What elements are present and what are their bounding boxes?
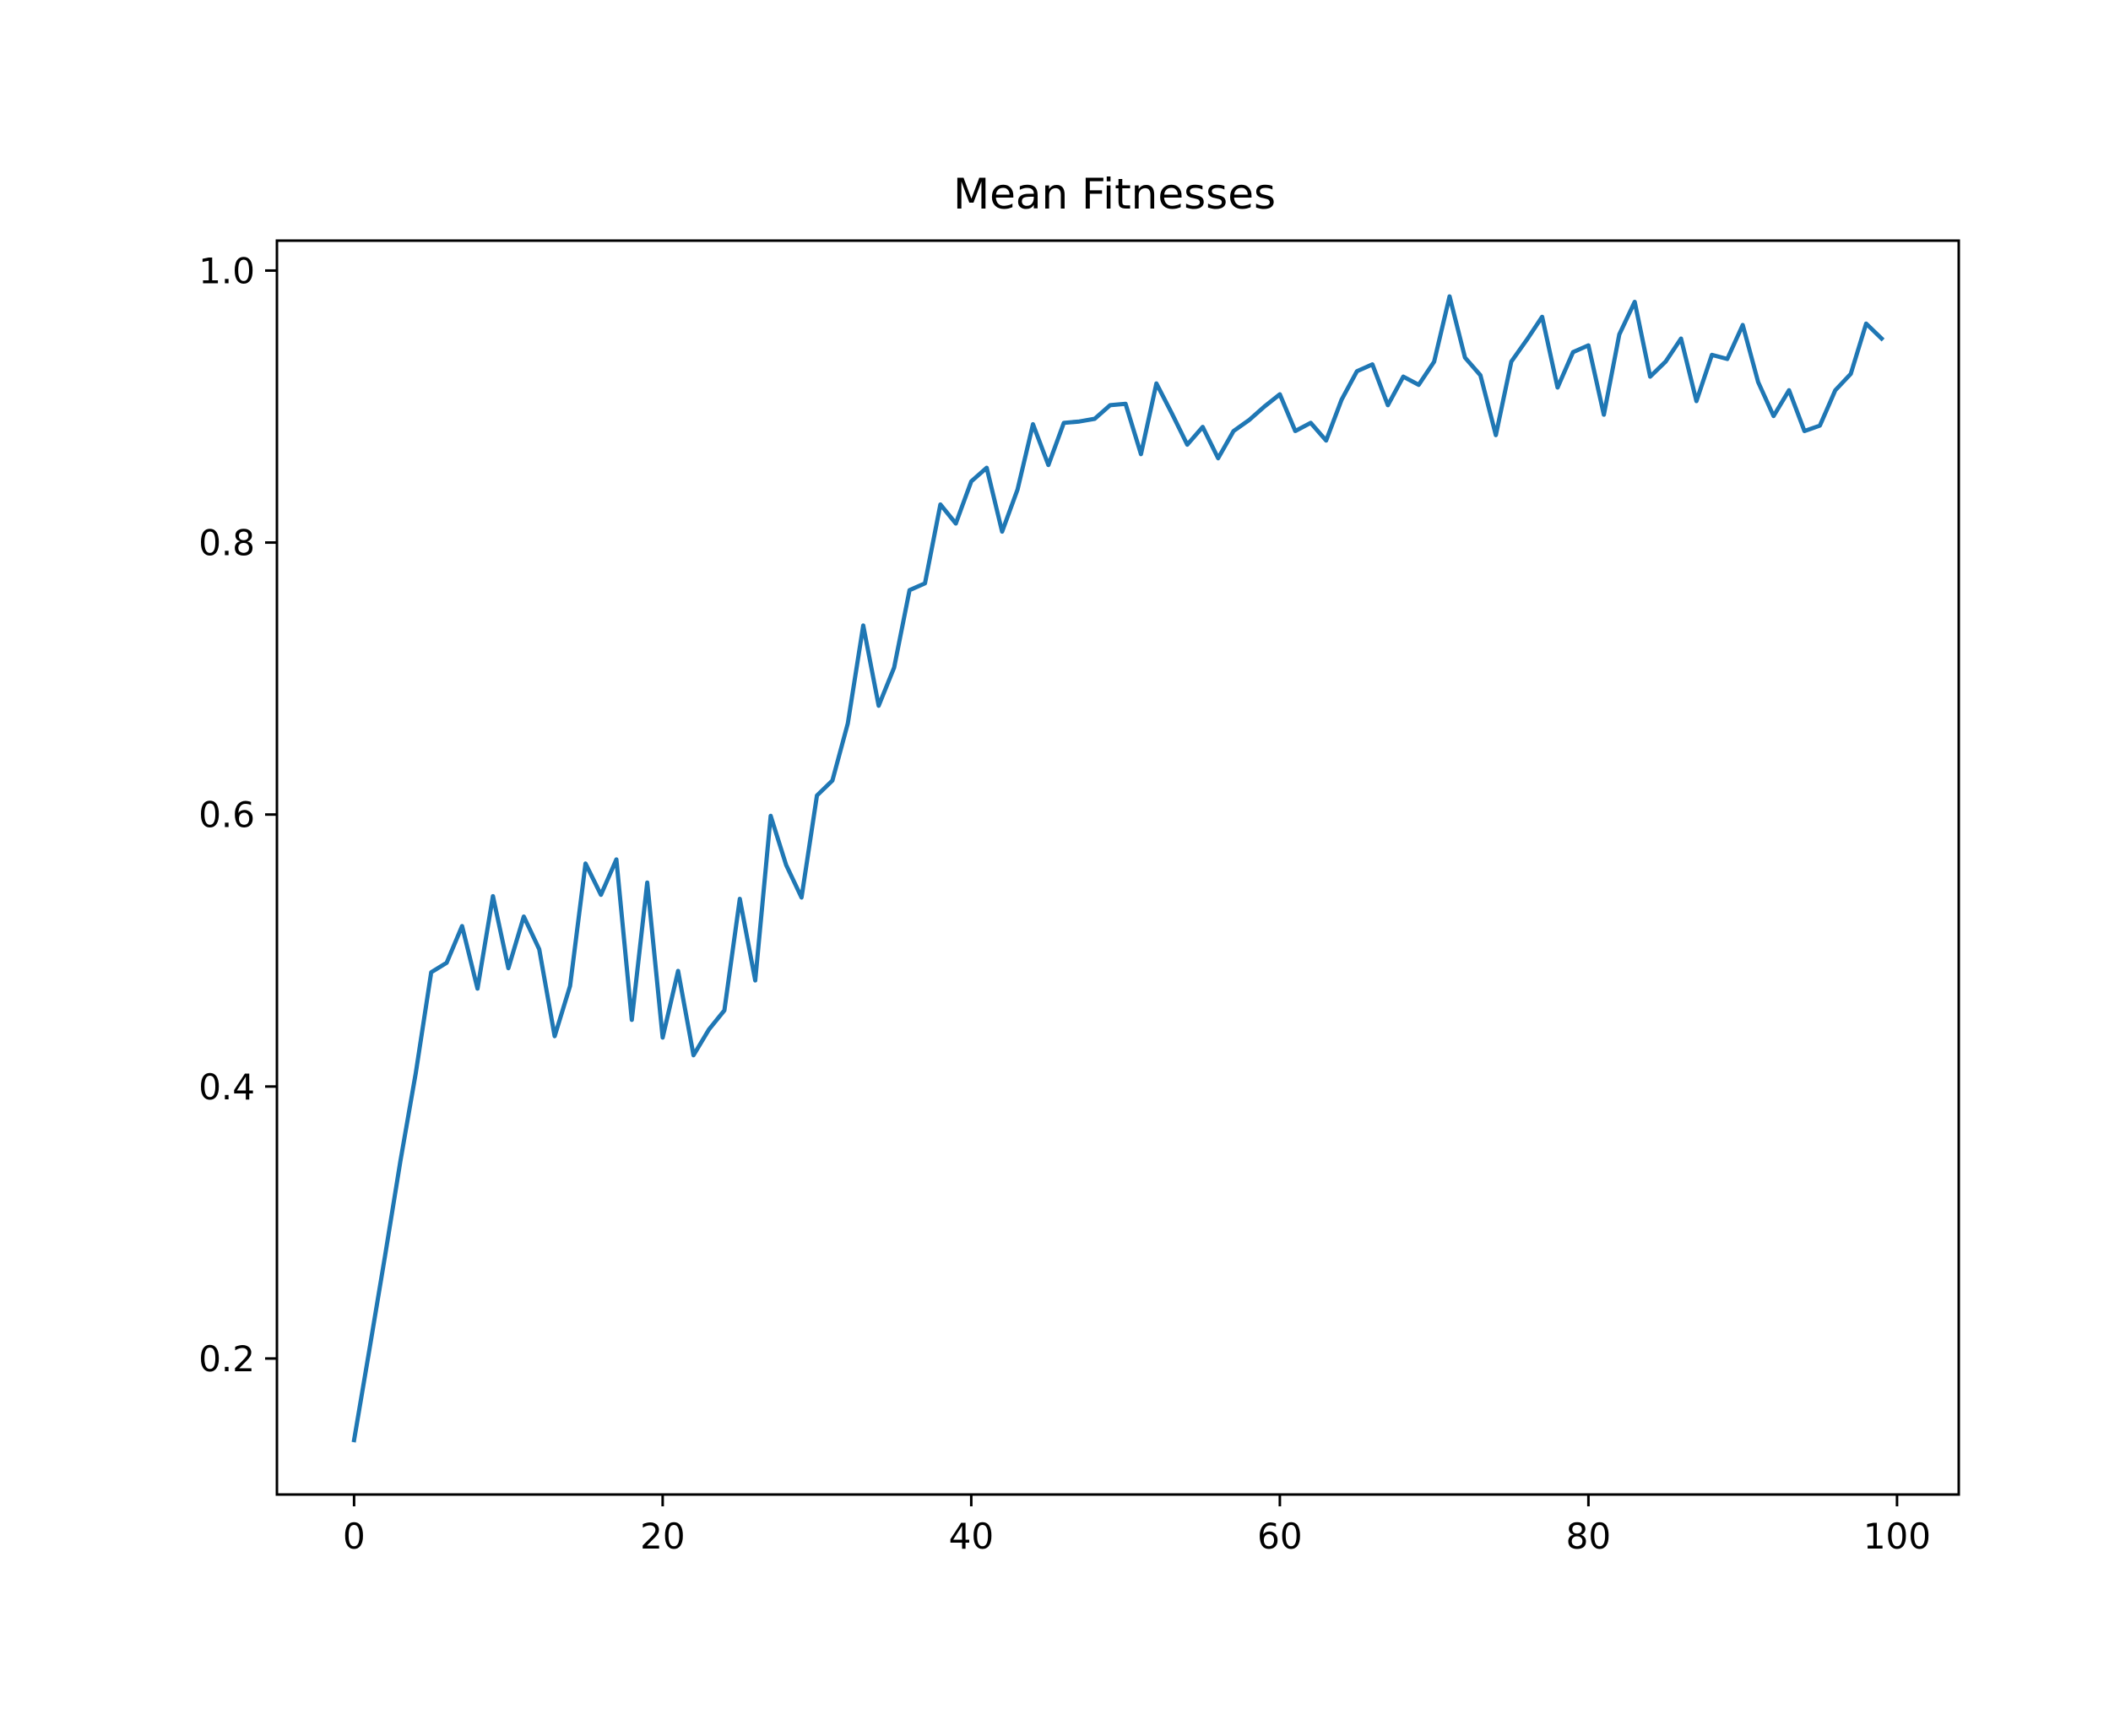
x-tick-label: 20 — [640, 1516, 685, 1557]
plot-area — [351, 294, 1885, 1443]
x-tick-label: 60 — [1257, 1516, 1302, 1557]
x-axis: 0 20 40 60 80 100 — [343, 1495, 1931, 1557]
x-tick-label: 80 — [1566, 1516, 1611, 1557]
y-tick-label: 1.0 — [198, 250, 255, 291]
y-axis: 0.2 0.4 0.6 0.8 1.0 — [198, 250, 277, 1380]
y-tick-label: 0.6 — [198, 795, 255, 836]
series-line-0 — [351, 294, 1885, 1443]
x-tick-label: 40 — [949, 1516, 994, 1557]
x-tick-label: 100 — [1863, 1516, 1931, 1557]
x-tick-label: 0 — [343, 1516, 366, 1557]
axes-frame — [275, 239, 1960, 1496]
y-tick-label: 0.8 — [198, 523, 255, 564]
y-tick-label: 0.2 — [198, 1338, 255, 1380]
chart-title: Mean Fitnesses — [953, 170, 1276, 219]
y-tick-label: 0.4 — [198, 1066, 255, 1108]
